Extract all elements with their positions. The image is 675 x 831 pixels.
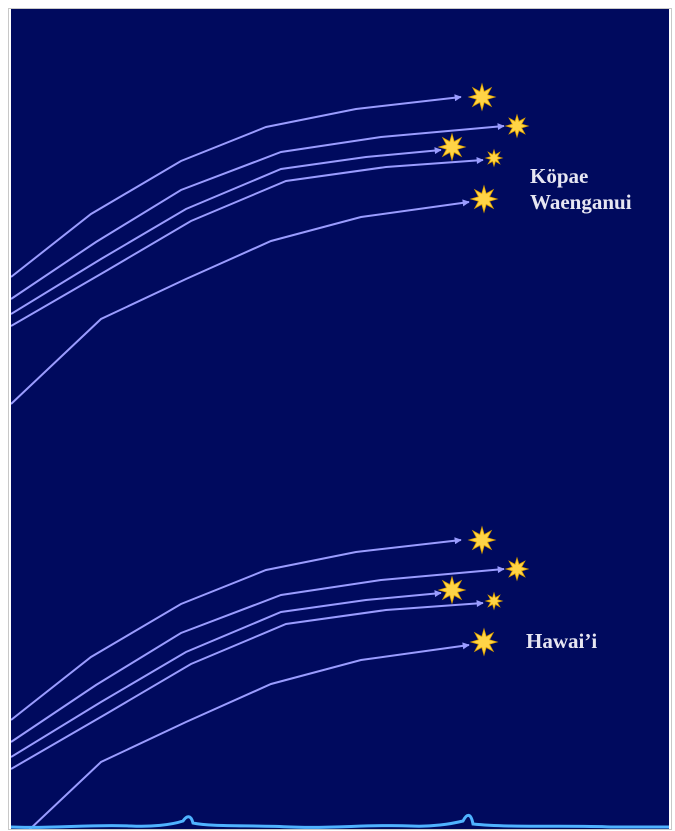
bottom-star-path-1 bbox=[11, 537, 462, 721]
star-icon bbox=[469, 627, 499, 657]
top-star-path-3 bbox=[11, 147, 442, 315]
top-star-path-5 bbox=[11, 199, 470, 405]
star-icon bbox=[467, 525, 497, 555]
top-star-path-2 bbox=[11, 123, 505, 300]
label-kopae: Köpae bbox=[530, 164, 589, 188]
bottom-star-path-3 bbox=[11, 590, 442, 758]
bottom-star-path-2 bbox=[11, 566, 505, 743]
star-icon bbox=[437, 132, 467, 162]
top-star-path-1 bbox=[11, 94, 462, 278]
figure-frame: Köpae Waenganui Hawai’i bbox=[8, 8, 672, 830]
star-icon bbox=[467, 82, 497, 112]
star-path-diagram: Köpae Waenganui Hawai’i bbox=[11, 9, 669, 829]
star-icon bbox=[484, 591, 504, 611]
horizon-water-icon bbox=[11, 813, 669, 829]
label-waenganui: Waenganui bbox=[530, 190, 632, 214]
star-path-group-bottom bbox=[11, 537, 505, 829]
diagram-canvas bbox=[11, 82, 669, 829]
label-hawaii: Hawai’i bbox=[526, 629, 598, 653]
star-path-group-top bbox=[11, 94, 505, 405]
star-icon bbox=[504, 113, 530, 139]
star-icon bbox=[437, 575, 467, 605]
bottom-star-path-4 bbox=[11, 599, 484, 770]
star-icon bbox=[504, 556, 530, 582]
star-group bbox=[437, 82, 530, 657]
bottom-star-path-5 bbox=[28, 642, 470, 829]
star-icon bbox=[484, 148, 504, 168]
top-star-path-4 bbox=[11, 156, 484, 327]
star-icon bbox=[469, 184, 499, 214]
